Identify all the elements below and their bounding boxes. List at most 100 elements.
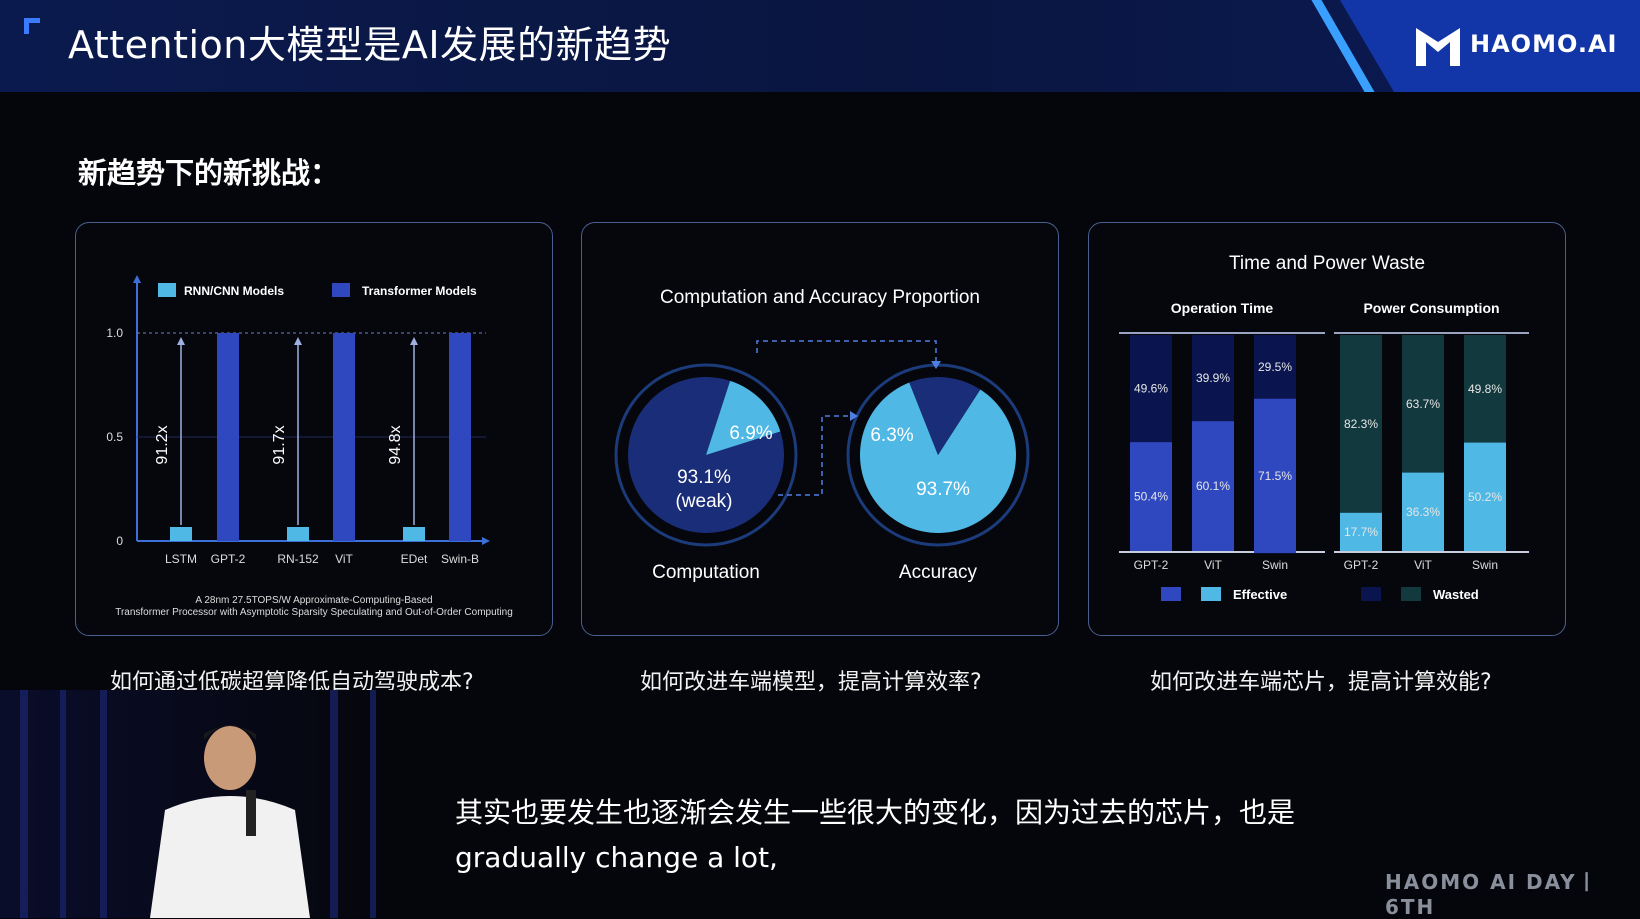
ratio-label: 91.7x [271, 425, 288, 464]
x-tick-label: Swin [1472, 558, 1498, 572]
legend-swatch-wasted-dark [1361, 587, 1381, 601]
pie-slice-large [860, 382, 1016, 533]
ratio-label: 91.2x [154, 425, 171, 464]
label-wasted: 82.3% [1344, 417, 1378, 431]
bar-wasted [1402, 335, 1444, 473]
bar-wasted [1192, 335, 1234, 422]
bar-vit [333, 333, 355, 541]
legend-label-transformer: Transformer Models [362, 284, 477, 298]
ratio-arrowhead [294, 337, 302, 345]
label-effective: 17.7% [1344, 525, 1378, 539]
x-tick-label: RN-152 [277, 552, 319, 566]
x-tick-label: Swin-B [441, 552, 479, 566]
pie-label-large: 93.7% [916, 479, 970, 500]
legend-label-effective: Effective [1233, 587, 1287, 602]
panel-efficiency-chart: 0 0.5 1.0 RNN/CNN Models Transformer Models L… [75, 222, 553, 636]
pie-ring [614, 363, 798, 547]
brand-name: HAOMO.AI [1470, 30, 1618, 58]
bar-wasted [1464, 335, 1506, 443]
x-tick-label: GPT-2 [1344, 558, 1379, 572]
pie-sublabel: (weak) [675, 491, 732, 512]
pie-label-large: 93.1% [677, 467, 731, 488]
stacked-bar-chart-3: Time and Power Waste Operation Time 49.6% 5… [1119, 253, 1529, 602]
ratio-label: 94.8x [387, 425, 404, 464]
connector-top [756, 340, 937, 363]
x-tick-label: LSTM [165, 552, 197, 566]
label-wasted: 39.9% [1196, 371, 1230, 385]
pie-name: Computation [652, 562, 760, 583]
legend-swatch-effective-dark [1161, 587, 1181, 601]
ratio-arrowhead [410, 337, 418, 345]
bar-effective [1340, 512, 1382, 551]
legend-label-wasted: Wasted [1433, 587, 1479, 602]
bar-wasted [1340, 335, 1382, 513]
bar-effective [1464, 442, 1506, 551]
legend-swatch-wasted-teal [1401, 587, 1421, 601]
subtitle-line-2: gradually change a lot, [455, 841, 778, 874]
label-effective: 50.2% [1468, 490, 1502, 504]
pie-slice-small [909, 377, 981, 455]
bar-lstm [170, 527, 192, 541]
question-2: 如何改进车端模型，提高计算效率? [640, 670, 982, 695]
event-footer: HAOMO AI DAY丨6TH [1385, 870, 1599, 919]
x-tick-label: ViT [1204, 558, 1222, 572]
legend-swatch-effective-light [1201, 587, 1221, 601]
legend-label-rnn: RNN/CNN Models [184, 284, 284, 298]
label-wasted: 63.7% [1406, 397, 1440, 411]
pie-slice-small [706, 380, 781, 455]
bar-effective [1192, 421, 1234, 551]
legend-swatch-transformer [332, 283, 350, 297]
bar-effective [1254, 398, 1296, 554]
speaker-figure [0, 690, 400, 918]
x-tick-label: GPT-2 [211, 552, 246, 566]
group-title: Operation Time [1171, 300, 1274, 316]
connector-top-arrow [931, 361, 941, 369]
bar-edet [403, 527, 425, 541]
label-effective: 60.1% [1196, 479, 1230, 493]
label-effective: 71.5% [1258, 469, 1292, 483]
label-effective: 36.3% [1406, 505, 1440, 519]
group-title: Power Consumption [1363, 300, 1499, 316]
bar-gpt-2 [217, 333, 239, 541]
question-3: 如何改进车端芯片，提高计算效能? [1150, 670, 1492, 695]
brand-box [1340, 0, 1640, 92]
bar-swin-b [449, 333, 471, 541]
haomo-logo-icon [1416, 28, 1460, 66]
label-effective: 50.4% [1134, 490, 1168, 504]
pie-label-small: 6.3% [870, 425, 913, 446]
speaker-video [0, 690, 400, 918]
header-bar: Attention大模型是AI发展的新趋势 HAOMO.AI [0, 0, 1640, 92]
y-tick-label: 0.5 [106, 430, 123, 444]
x-tick-label: ViT [335, 552, 353, 566]
x-tick-label: GPT-2 [1134, 558, 1169, 572]
label-wasted: 49.8% [1468, 382, 1502, 396]
bar-rn-152 [287, 527, 309, 541]
bar-effective [1130, 442, 1172, 551]
connector-mid-arrow [850, 411, 858, 421]
label-wasted: 29.5% [1258, 360, 1292, 374]
bar-wasted [1254, 335, 1296, 399]
bar-effective [1402, 472, 1444, 551]
chart-title: Time and Power Waste [1229, 253, 1425, 274]
panel-waste-chart: Time and Power Waste Operation Time 49.6% 5… [1088, 222, 1566, 636]
section-subtitle: 新趋势下的新挑战： [78, 156, 340, 190]
subtitle-line-1: 其实也要发生也逐渐会发生一些很大的变化，因为过去的芯片，也是 [455, 796, 1296, 829]
caption-line-1: A 28nm 27.5TOPS/W Approximate-Computing-… [195, 595, 432, 606]
caption-line-2: Transformer Processor with Asymptotic Sp… [115, 607, 513, 618]
y-tick-label: 0 [116, 534, 123, 548]
connector-mid [778, 415, 852, 496]
chart-title: Computation and Accuracy Proportion [660, 287, 980, 308]
y-axis-arrow [133, 275, 141, 283]
bar-wasted [1130, 335, 1172, 443]
label-wasted: 49.6% [1134, 382, 1168, 396]
x-tick-label: Swin [1262, 558, 1288, 572]
x-axis-arrow [482, 537, 490, 545]
x-tick-label: EDet [401, 552, 428, 566]
x-tick-label: ViT [1414, 558, 1432, 572]
bar-chart-1: 0 0.5 1.0 RNN/CNN Models Transformer Models L… [106, 275, 513, 618]
corner-bracket-icon [24, 18, 40, 34]
pie-chart-2: Computation and Accuracy Proportion 6.9% 9… [614, 287, 1030, 583]
panel-pie-charts: Computation and Accuracy Proportion 6.9% 9… [581, 222, 1059, 636]
legend-swatch-rnn [158, 283, 176, 297]
pie-label-small: 6.9% [729, 423, 772, 444]
